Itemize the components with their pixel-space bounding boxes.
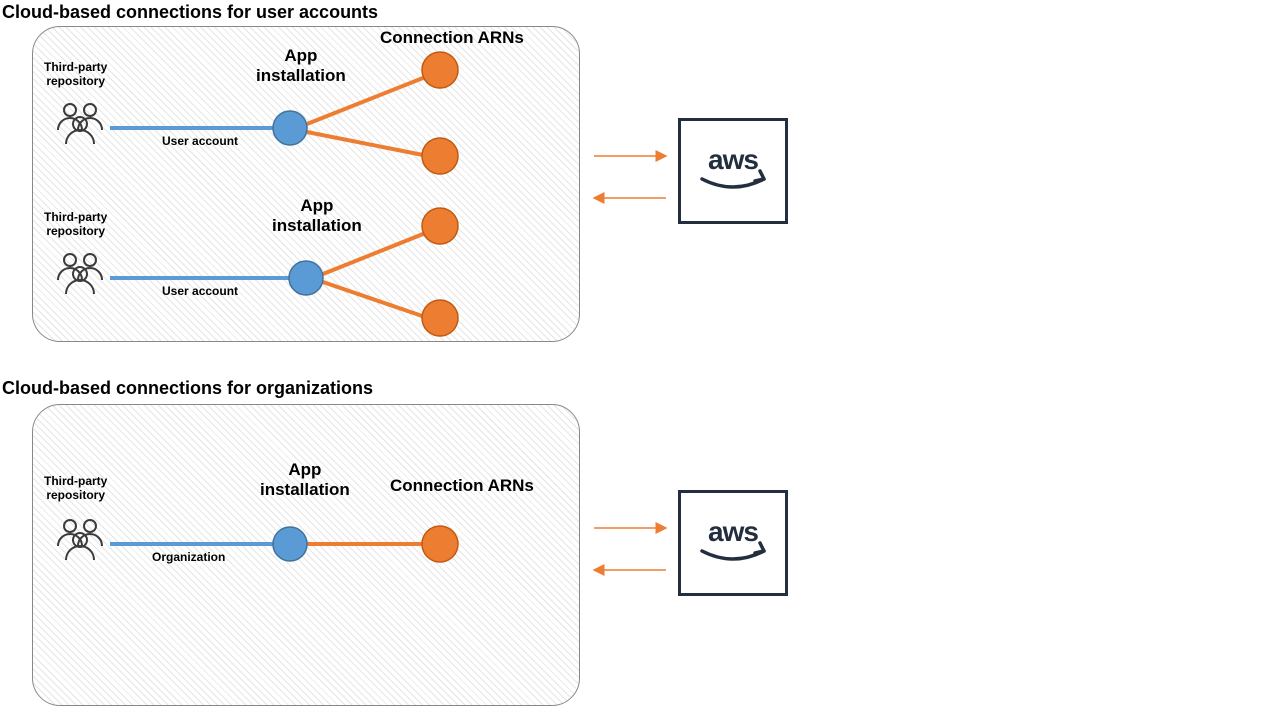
- aws-logo-icon: aws: [690, 517, 776, 569]
- label-user-account-1a: User account: [162, 134, 238, 148]
- aws-logo-icon: aws: [690, 145, 776, 197]
- svg-text:aws: aws: [708, 145, 758, 175]
- label-user-account-1b: User account: [162, 284, 238, 298]
- panel-organizations: [32, 404, 580, 706]
- label-organization: Organization: [152, 550, 225, 564]
- label-repo-2: Third-party repository: [44, 474, 107, 502]
- label-repo-1a: Third-party repository: [44, 60, 107, 88]
- aws-logo-box-2: aws: [678, 490, 788, 596]
- svg-text:aws: aws: [708, 517, 758, 547]
- label-app-2: App installation: [260, 460, 350, 500]
- aws-logo-box-1: aws: [678, 118, 788, 224]
- label-app-1b: App installation: [272, 196, 362, 236]
- label-app-1a: App installation: [256, 46, 346, 86]
- label-arn-2: Connection ARNs: [390, 476, 534, 496]
- label-arn-1: Connection ARNs: [380, 28, 524, 48]
- label-repo-1b: Third-party repository: [44, 210, 107, 238]
- title-organizations: Cloud-based connections for organization…: [2, 378, 373, 399]
- title-user-accounts: Cloud-based connections for user account…: [2, 2, 378, 23]
